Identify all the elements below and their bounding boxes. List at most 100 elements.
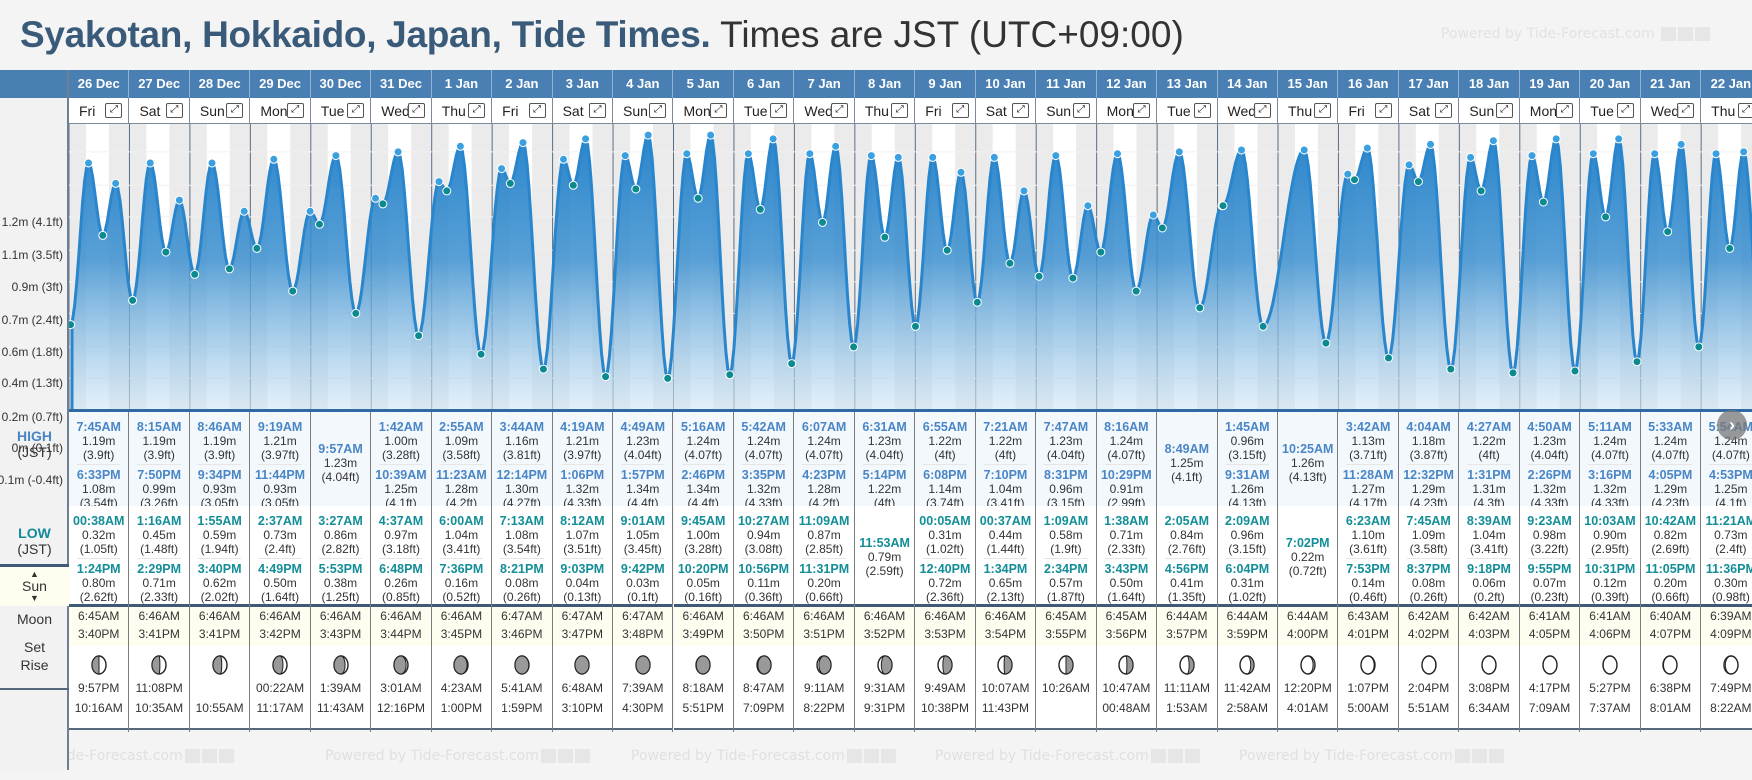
powered-by-link[interactable]: Powered by Tide-Forecast.com: [631, 748, 896, 764]
high-tide-point[interactable]: [1615, 135, 1623, 143]
high-tide-point[interactable]: [456, 142, 464, 150]
low-tide-point[interactable]: [289, 287, 297, 295]
high-tide-point[interactable]: [769, 135, 777, 143]
high-tide-point[interactable]: [372, 194, 380, 202]
high-tide-point[interactable]: [146, 159, 154, 167]
expand-icon[interactable]: ⤢: [1435, 103, 1452, 118]
low-tide-point[interactable]: [225, 265, 233, 273]
high-tide-point[interactable]: [1363, 144, 1371, 152]
high-tide-point[interactable]: [85, 159, 93, 167]
low-tide-point[interactable]: [1097, 248, 1105, 256]
high-tide-point[interactable]: [498, 165, 506, 173]
high-tide-point[interactable]: [1528, 152, 1536, 160]
low-tide-point[interactable]: [379, 200, 387, 208]
high-tide-point[interactable]: [332, 152, 340, 160]
low-tide-point[interactable]: [443, 187, 451, 195]
low-tide-point[interactable]: [1385, 354, 1393, 362]
expand-icon[interactable]: ⤢: [1254, 103, 1271, 118]
low-tide-point[interactable]: [569, 181, 577, 189]
low-tide-point[interactable]: [129, 296, 137, 304]
low-tide-point[interactable]: [602, 373, 610, 381]
low-tide-point[interactable]: [1158, 224, 1166, 232]
low-tide-point[interactable]: [850, 343, 858, 351]
high-tide-point[interactable]: [621, 152, 629, 160]
powered-by-link[interactable]: Powered by Tide-Forecast.com: [1239, 748, 1504, 764]
high-tide-point[interactable]: [1149, 211, 1157, 219]
expand-icon[interactable]: ⤢: [1012, 103, 1029, 118]
high-tide-point[interactable]: [832, 142, 840, 150]
low-tide-point[interactable]: [943, 246, 951, 254]
powered-by-link[interactable]: Powered by Tide-Forecast.com: [1441, 26, 1710, 42]
high-tide-point[interactable]: [1740, 148, 1748, 156]
low-tide-point[interactable]: [1322, 339, 1330, 347]
low-tide-point[interactable]: [69, 321, 75, 329]
low-tide-point[interactable]: [973, 298, 981, 306]
low-tide-point[interactable]: [1447, 365, 1455, 373]
expand-icon[interactable]: ⤢: [529, 103, 546, 118]
low-tide-point[interactable]: [664, 374, 672, 382]
high-tide-point[interactable]: [112, 179, 120, 187]
high-tide-point[interactable]: [560, 155, 568, 163]
high-tide-point[interactable]: [1344, 170, 1352, 178]
low-tide-point[interactable]: [1351, 176, 1359, 184]
low-tide-point[interactable]: [788, 360, 796, 368]
low-tide-point[interactable]: [539, 365, 547, 373]
low-tide-point[interactable]: [1477, 187, 1485, 195]
low-tide-point[interactable]: [1726, 244, 1734, 252]
expand-icon[interactable]: ⤢: [710, 103, 727, 118]
high-tide-point[interactable]: [683, 150, 691, 158]
high-tide-point[interactable]: [806, 150, 814, 158]
high-tide-point[interactable]: [208, 159, 216, 167]
powered-by-link[interactable]: Powered by Tide-Forecast.com: [325, 748, 590, 764]
low-tide-point[interactable]: [1695, 343, 1703, 351]
high-tide-point[interactable]: [1489, 137, 1497, 145]
powered-by-link[interactable]: Powered by Tide-Forecast.com: [935, 748, 1200, 764]
high-tide-point[interactable]: [1552, 135, 1560, 143]
low-tide-point[interactable]: [726, 371, 734, 379]
low-tide-point[interactable]: [162, 248, 170, 256]
expand-icon[interactable]: ⤢: [589, 103, 606, 118]
low-tide-point[interactable]: [1633, 358, 1641, 366]
low-tide-point[interactable]: [819, 218, 827, 226]
low-tide-point[interactable]: [506, 179, 514, 187]
expand-icon[interactable]: ⤢: [166, 103, 183, 118]
expand-icon[interactable]: ⤢: [468, 103, 485, 118]
low-tide-point[interactable]: [1539, 198, 1547, 206]
low-tide-point[interactable]: [477, 350, 485, 358]
low-tide-point[interactable]: [1035, 272, 1043, 280]
high-tide-point[interactable]: [867, 152, 875, 160]
high-tide-point[interactable]: [1238, 146, 1246, 154]
low-tide-point[interactable]: [415, 332, 423, 340]
expand-icon[interactable]: ⤢: [1375, 103, 1392, 118]
expand-icon[interactable]: ⤢: [1677, 103, 1694, 118]
high-tide-point[interactable]: [306, 207, 314, 215]
high-tide-point[interactable]: [394, 148, 402, 156]
low-tide-point[interactable]: [1006, 259, 1014, 267]
expand-icon[interactable]: ⤢: [1738, 103, 1752, 118]
high-tide-point[interactable]: [1427, 140, 1435, 148]
low-tide-point[interactable]: [316, 220, 324, 228]
expand-icon[interactable]: ⤢: [408, 103, 425, 118]
high-tide-point[interactable]: [1677, 140, 1685, 148]
expand-icon[interactable]: ⤢: [952, 103, 969, 118]
next-page-button[interactable]: ›: [1717, 410, 1747, 440]
expand-icon[interactable]: ⤢: [1556, 103, 1573, 118]
low-tide-point[interactable]: [881, 233, 889, 241]
high-tide-point[interactable]: [707, 131, 715, 139]
high-tide-point[interactable]: [929, 153, 937, 161]
expand-icon[interactable]: ⤢: [1617, 103, 1634, 118]
expand-icon[interactable]: ⤢: [891, 103, 908, 118]
high-tide-point[interactable]: [240, 207, 248, 215]
low-tide-point[interactable]: [1414, 178, 1422, 186]
low-tide-point[interactable]: [1219, 202, 1227, 210]
expand-icon[interactable]: ⤢: [1194, 103, 1211, 118]
expand-icon[interactable]: ⤢: [770, 103, 787, 118]
high-tide-point[interactable]: [270, 155, 278, 163]
low-tide-point[interactable]: [756, 205, 764, 213]
expand-icon[interactable]: ⤢: [649, 103, 666, 118]
expand-icon[interactable]: ⤢: [1073, 103, 1090, 118]
low-tide-point[interactable]: [1509, 369, 1517, 377]
high-tide-point[interactable]: [582, 135, 590, 143]
high-tide-point[interactable]: [1300, 146, 1308, 154]
high-tide-point[interactable]: [957, 168, 965, 176]
